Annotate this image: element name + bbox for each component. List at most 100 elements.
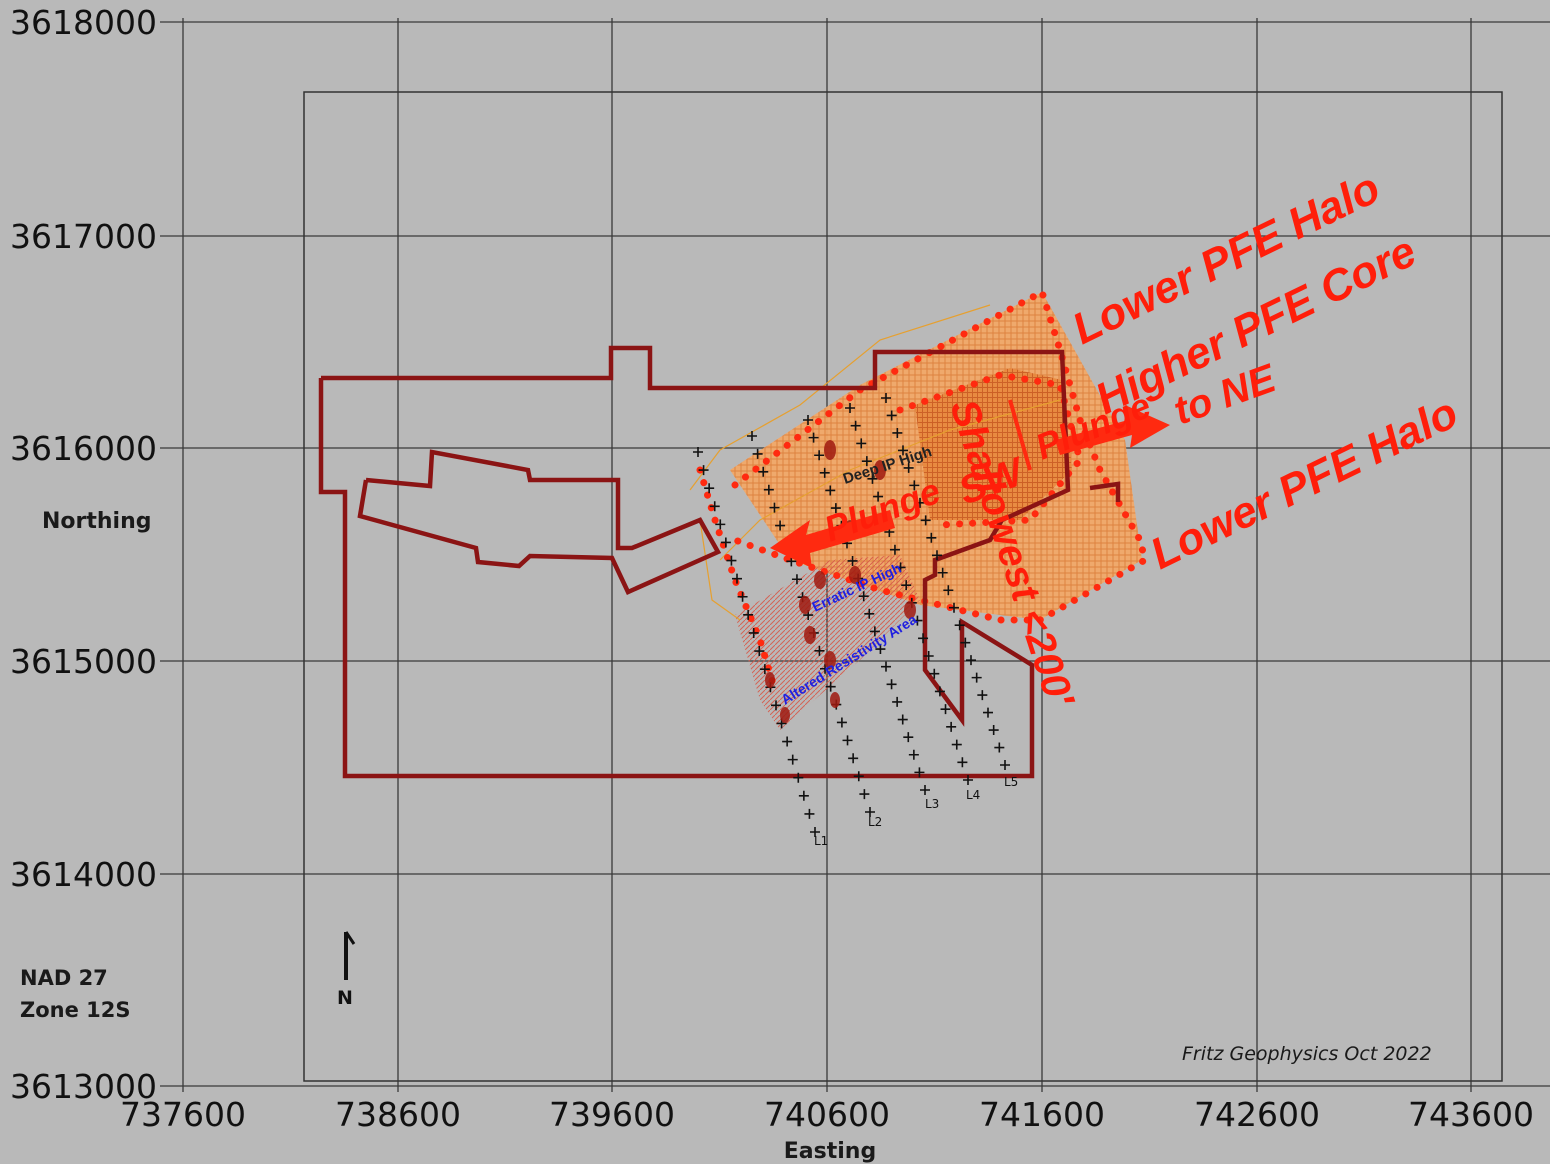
- station-cross: [836, 717, 847, 728]
- station-cross: [798, 790, 809, 801]
- station-cross: [737, 591, 748, 602]
- altered-resistivity-hatch: [735, 555, 920, 730]
- ip-contours: [689, 304, 1061, 621]
- station-cross: [895, 562, 906, 573]
- station-cross: [771, 700, 781, 711]
- station-cross: [715, 519, 726, 530]
- station-cross: [845, 403, 855, 413]
- station-cross: [858, 591, 869, 602]
- station-cross: [791, 574, 802, 585]
- station-cross: [1000, 760, 1010, 770]
- station-cross: [758, 466, 769, 477]
- station-cross: [977, 690, 988, 701]
- station-cross: [932, 550, 942, 561]
- station-cross: [825, 485, 836, 496]
- station-cross: [787, 754, 798, 765]
- line-label-l1: L1: [814, 834, 828, 848]
- station-cross: [830, 503, 841, 514]
- station-cross: [949, 602, 959, 613]
- station-cross: [963, 775, 973, 785]
- station-cross: [763, 484, 774, 495]
- station-cross: [951, 739, 962, 750]
- station-cross: [769, 502, 780, 513]
- station-cross: [929, 668, 940, 679]
- station-cross: [909, 480, 920, 491]
- station-cross: [732, 573, 742, 584]
- station-cross: [820, 663, 831, 674]
- line-label-l5: L5: [1004, 775, 1018, 789]
- station-cross: [848, 753, 859, 764]
- x-tick: 737600: [120, 1095, 246, 1134]
- station-cross: [912, 615, 923, 626]
- station-cross: [943, 585, 954, 596]
- station-cross: [861, 456, 872, 467]
- station-cross: [698, 465, 709, 476]
- plunge-sw-arrow-icon: [770, 510, 895, 568]
- station-cross: [903, 462, 914, 473]
- station-cross: [775, 520, 786, 531]
- pfe-core-zone: [915, 368, 1072, 520]
- x-tick: 738600: [335, 1095, 461, 1134]
- station-cross: [850, 420, 861, 431]
- station-cross: [709, 501, 720, 512]
- station-cross: [908, 749, 919, 760]
- station-cross: [940, 704, 951, 715]
- station-cross: [960, 637, 971, 648]
- station-cross: [920, 785, 930, 795]
- x-tick: 742600: [1194, 1095, 1320, 1134]
- y-tick: 3613000: [10, 1067, 157, 1106]
- x-axis-title: Easting: [784, 1139, 876, 1164]
- station-cross: [808, 432, 819, 443]
- station-cross: [971, 672, 982, 683]
- line-label-l2: L2: [868, 815, 882, 829]
- station-cross: [743, 609, 754, 620]
- station-cross: [814, 450, 825, 461]
- plunge-arrows: [770, 399, 1170, 568]
- station-cross: [875, 644, 886, 655]
- station-cross: [782, 736, 793, 747]
- plunge-ne-arrow-icon: [1055, 405, 1170, 455]
- station-cross: [693, 447, 703, 457]
- station-cross: [957, 757, 968, 768]
- station-cross: [915, 497, 925, 508]
- x-tick: 741600: [979, 1095, 1105, 1134]
- station-cross: [865, 807, 875, 817]
- x-tick: 739600: [549, 1095, 675, 1134]
- grid: [160, 18, 1550, 1092]
- station-cross: [747, 431, 757, 441]
- station-cross: [726, 555, 737, 566]
- north-label: N: [337, 987, 353, 1009]
- station-cross: [946, 721, 957, 732]
- station-cross: [897, 714, 908, 725]
- station-cross: [881, 393, 891, 403]
- station-cross: [937, 567, 948, 578]
- claim-boundary: [318, 345, 1121, 779]
- station-cross: [903, 732, 914, 743]
- station-cross: [934, 686, 945, 697]
- station-cross: [873, 491, 884, 502]
- station-cross: [898, 445, 908, 456]
- y-tick: 3615000: [10, 642, 157, 681]
- x-tick: 743600: [1408, 1095, 1534, 1134]
- station-cross: [923, 651, 934, 661]
- survey-stations: [693, 393, 1010, 837]
- station-cross: [859, 789, 870, 800]
- station-cross: [864, 608, 875, 619]
- station-cross: [889, 544, 900, 555]
- station-cross: [814, 645, 825, 656]
- y-tick: 3614000: [10, 855, 157, 894]
- y-tick: 3617000: [10, 217, 157, 256]
- station-cross: [810, 827, 820, 837]
- station-cross: [983, 707, 993, 718]
- x-tick: 740600: [764, 1095, 890, 1134]
- station-cross: [825, 681, 836, 692]
- station-cross: [869, 626, 880, 637]
- y-tick: 3616000: [10, 429, 157, 468]
- y-tick: 3618000: [10, 3, 157, 42]
- station-cross: [914, 767, 925, 778]
- station-cross: [954, 620, 965, 631]
- line-label-l3: L3: [925, 797, 939, 811]
- station-cross: [759, 664, 770, 675]
- station-cross: [847, 555, 858, 566]
- station-cross: [842, 735, 853, 746]
